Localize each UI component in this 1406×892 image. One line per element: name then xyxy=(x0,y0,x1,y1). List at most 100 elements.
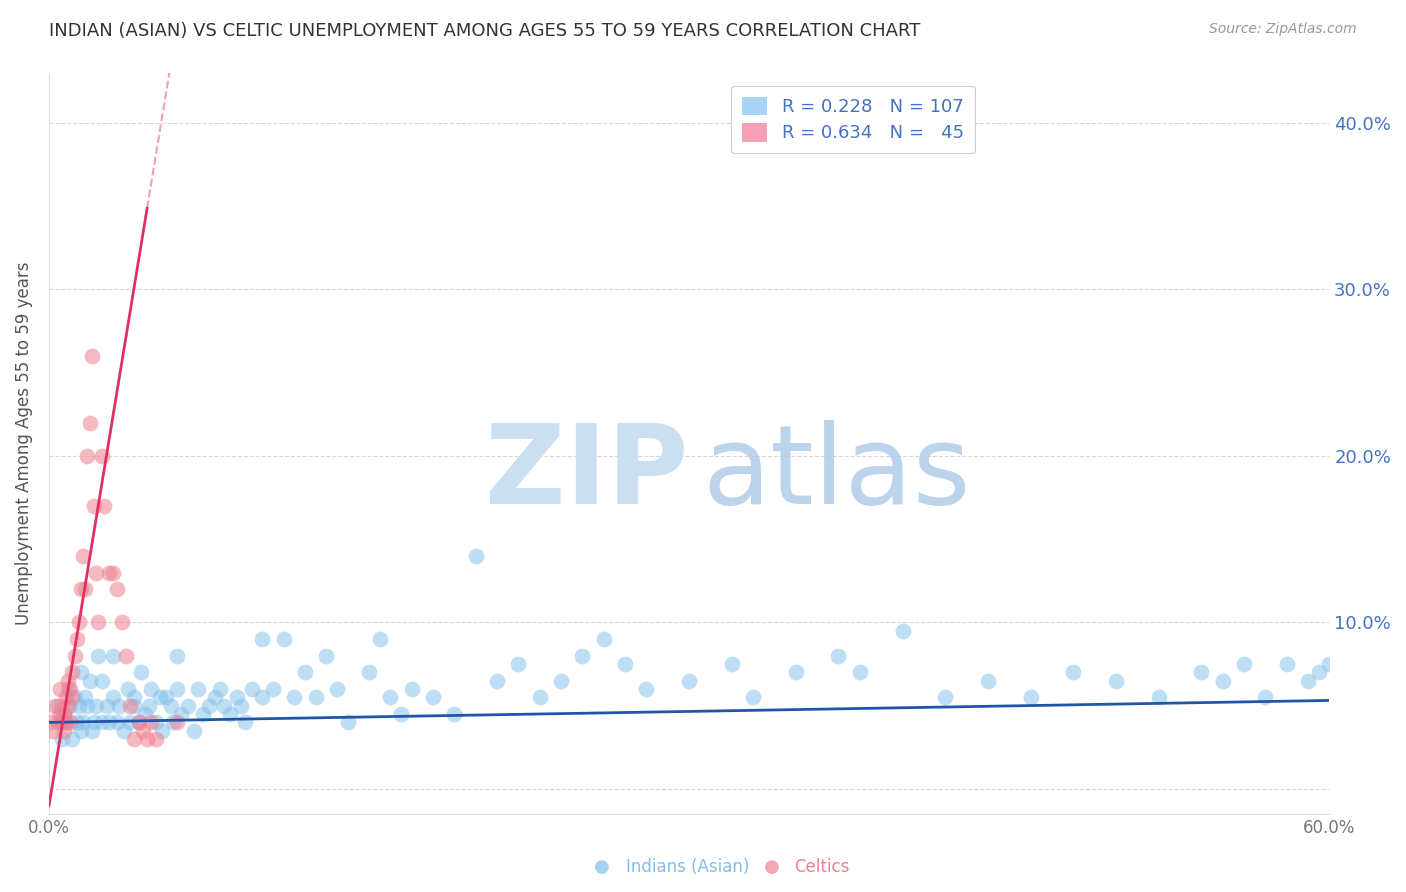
Point xyxy=(1105,673,1128,688)
Point xyxy=(84,566,107,580)
Point xyxy=(187,682,209,697)
Point xyxy=(977,673,1000,688)
Point xyxy=(52,723,75,738)
Point xyxy=(191,707,214,722)
Point xyxy=(91,449,114,463)
Point xyxy=(96,698,118,713)
Point xyxy=(678,673,700,688)
Point xyxy=(166,648,188,663)
Point xyxy=(66,715,89,730)
Point xyxy=(59,715,82,730)
Point xyxy=(72,549,94,563)
Point xyxy=(105,582,128,597)
Point xyxy=(66,632,89,647)
Point xyxy=(67,615,90,630)
Point xyxy=(294,665,316,680)
Point xyxy=(571,648,593,663)
Point xyxy=(110,615,132,630)
Point xyxy=(252,632,274,647)
Point xyxy=(326,682,349,697)
Point xyxy=(1296,673,1319,688)
Point xyxy=(1254,690,1277,705)
Point xyxy=(162,715,184,730)
Point xyxy=(75,690,97,705)
Point xyxy=(83,715,105,730)
Point xyxy=(273,632,295,647)
Point xyxy=(159,698,181,713)
Point xyxy=(262,682,284,697)
Text: ZIP: ZIP xyxy=(485,419,689,526)
Point xyxy=(108,698,131,713)
Point xyxy=(120,698,142,713)
Point xyxy=(1019,690,1042,705)
Point xyxy=(70,582,93,597)
Point xyxy=(80,349,103,363)
Point xyxy=(183,723,205,738)
Point xyxy=(128,715,150,730)
Point xyxy=(1147,690,1170,705)
Point xyxy=(225,690,247,705)
Text: atlas: atlas xyxy=(702,419,970,526)
Point xyxy=(720,657,742,672)
Point xyxy=(827,648,849,663)
Point xyxy=(70,723,93,738)
Point xyxy=(76,698,98,713)
Point xyxy=(198,698,221,713)
Point xyxy=(79,416,101,430)
Point xyxy=(62,690,84,705)
Point xyxy=(59,698,82,713)
Point xyxy=(75,582,97,597)
Point xyxy=(138,698,160,713)
Point xyxy=(55,690,77,705)
Point xyxy=(56,673,79,688)
Point xyxy=(101,690,124,705)
Point xyxy=(443,707,465,722)
Point xyxy=(422,690,444,705)
Point xyxy=(56,698,79,713)
Point xyxy=(785,665,807,680)
Point xyxy=(1062,665,1084,680)
Point xyxy=(134,707,156,722)
Point xyxy=(849,665,872,680)
Point xyxy=(208,682,231,697)
Point xyxy=(389,707,412,722)
Point xyxy=(51,715,73,730)
Point xyxy=(105,715,128,730)
Point xyxy=(336,715,359,730)
Point xyxy=(72,715,94,730)
Point xyxy=(1317,657,1340,672)
Point xyxy=(136,732,159,747)
Point xyxy=(550,673,572,688)
Point xyxy=(155,690,177,705)
Point xyxy=(145,715,167,730)
Point xyxy=(219,707,242,722)
Point xyxy=(150,723,173,738)
Point xyxy=(91,673,114,688)
Point xyxy=(46,698,69,713)
Point xyxy=(141,715,163,730)
Point xyxy=(145,732,167,747)
Point xyxy=(67,698,90,713)
Point xyxy=(83,499,105,513)
Point xyxy=(636,682,658,697)
Point xyxy=(42,723,65,738)
Point xyxy=(44,698,66,713)
Y-axis label: Unemployment Among Ages 55 to 59 years: Unemployment Among Ages 55 to 59 years xyxy=(15,261,32,625)
Point xyxy=(891,624,914,638)
Point xyxy=(55,715,77,730)
Point xyxy=(55,715,77,730)
Point xyxy=(233,715,256,730)
Point xyxy=(76,449,98,463)
Text: Source: ZipAtlas.com: Source: ZipAtlas.com xyxy=(1209,22,1357,37)
Point xyxy=(212,698,235,713)
Point xyxy=(1308,665,1330,680)
Point xyxy=(46,715,69,730)
Point xyxy=(283,690,305,705)
Point xyxy=(128,715,150,730)
Point xyxy=(39,715,62,730)
Point xyxy=(240,682,263,697)
Point xyxy=(62,665,84,680)
Point xyxy=(112,723,135,738)
Point xyxy=(48,707,70,722)
Point xyxy=(529,690,551,705)
